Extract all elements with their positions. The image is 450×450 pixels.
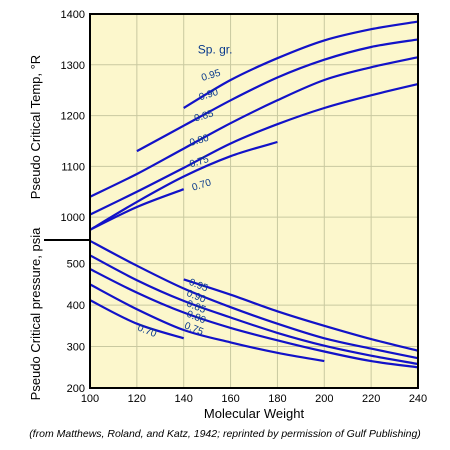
pressure-curve-0.80 xyxy=(89,268,419,369)
pressure-tick-label: 300 xyxy=(67,342,85,354)
temp-tick-label: 1100 xyxy=(61,161,85,173)
pressure-tick-label: 200 xyxy=(67,383,85,395)
legend-title: Sp. gr. xyxy=(198,43,233,57)
temp-tick-label: 1000 xyxy=(61,212,85,224)
x-axis-title: Molecular Weight xyxy=(204,406,305,421)
chart-caption: (from Matthews, Roland, and Katz, 1942; … xyxy=(29,428,421,440)
pressure-curve-0.90 xyxy=(89,239,419,360)
temp-tick-label: 1200 xyxy=(61,111,85,123)
x-tick-label: 140 xyxy=(175,393,193,405)
temp-curve-0.75 xyxy=(89,140,278,231)
x-tick-label: 100 xyxy=(81,393,99,405)
pressure-curve-0.95 xyxy=(183,278,419,352)
pressure-axis-title: Pseudo Critical pressure, psia xyxy=(28,227,43,400)
pressure-tick-label: 400 xyxy=(67,300,85,312)
x-tick-label: 160 xyxy=(221,393,239,405)
x-tick-label: 120 xyxy=(128,393,146,405)
temp-curve-0.80 xyxy=(89,83,419,216)
x-tick-label: 200 xyxy=(315,393,333,405)
temp-curve-0.90 xyxy=(136,38,419,153)
x-tick-label: 180 xyxy=(268,393,286,405)
pressure-curve-0.70 xyxy=(89,299,185,340)
temp-axis-title: Pseudo Critical Temp, °R xyxy=(28,55,43,199)
pressure-curve-0.75 xyxy=(89,283,325,363)
x-tick-label: 240 xyxy=(409,393,427,405)
plot-frame xyxy=(89,13,419,389)
temp-curve-0.95 xyxy=(183,20,419,109)
pressure-tick-label: 500 xyxy=(67,259,85,271)
temp-tick-label: 1300 xyxy=(61,60,85,72)
temp-tick-label: 1400 xyxy=(61,9,85,21)
temp-curve-0.85 xyxy=(89,56,419,198)
temp-curve-0.70 xyxy=(89,188,185,231)
x-tick-label: 220 xyxy=(362,393,380,405)
pressure-curve-0.85 xyxy=(89,254,419,366)
